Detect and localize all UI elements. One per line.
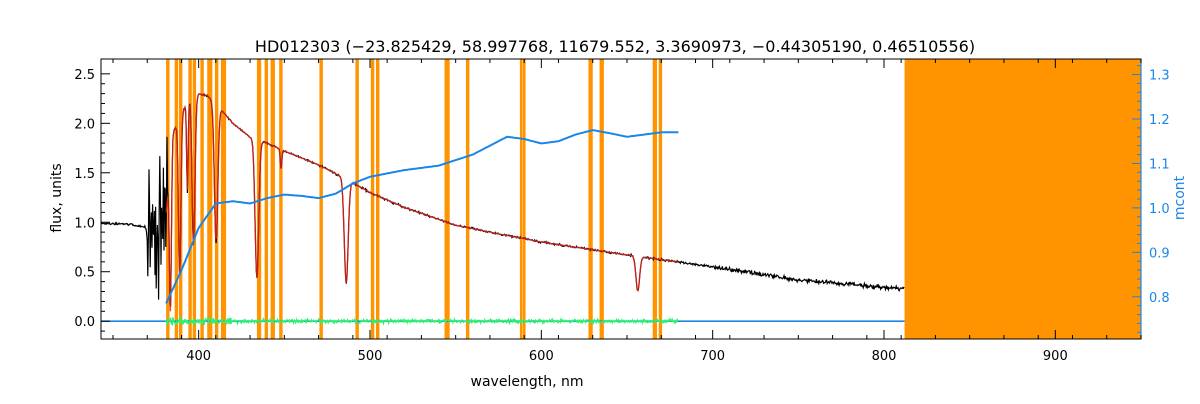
mask-band [220, 59, 225, 339]
mask-band [270, 59, 275, 339]
x-tick-label: 800 [872, 349, 897, 364]
y-tick-label: 1.0 [74, 216, 95, 231]
y2-tick-label: 0.9 [1149, 246, 1170, 261]
mask-band [200, 59, 204, 339]
mcont-line [165, 129, 679, 304]
y-tick-label: 1.5 [74, 167, 95, 182]
mask-band [599, 59, 604, 339]
y-tick-label: 0.5 [74, 266, 95, 281]
mask-band [319, 59, 323, 339]
y2-axis-label: mcont [1172, 175, 1188, 220]
x-tick-label: 500 [358, 349, 383, 364]
x-axis-label: wavelength, nm [471, 374, 584, 390]
mask-band [188, 59, 192, 339]
mask-band [444, 59, 450, 339]
mask-band [174, 59, 179, 339]
y-tick-label: 2.0 [74, 117, 95, 132]
mask-band [370, 59, 375, 339]
axes: 400 500 600 700 800 900 0.0 0.5 1.0 1.5 2.0 2.5 0.8 0… [74, 58, 1170, 364]
y-tick-label: 2.5 [74, 68, 95, 83]
y2-tick-label: 1.2 [1149, 113, 1170, 128]
mask-band [355, 59, 359, 339]
mask-band [522, 59, 526, 339]
y2-tick-label: 1.1 [1149, 157, 1170, 172]
y-axis-label: flux, units [49, 163, 65, 232]
mask-band [652, 59, 657, 339]
mask-band [279, 59, 283, 339]
x-tick-label: 900 [1043, 349, 1068, 364]
mask-band [658, 59, 663, 339]
mask-band [519, 59, 523, 339]
mask-bands [166, 59, 1141, 339]
y-tick-label: 0.0 [74, 315, 95, 330]
x-tick-label: 400 [186, 349, 211, 364]
mask-band [375, 59, 380, 339]
x-tick-label: 600 [529, 349, 554, 364]
mask-band [207, 59, 213, 339]
model-spectrum-line [165, 93, 679, 312]
y2-tick-label: 1.3 [1149, 69, 1170, 84]
mask-band [588, 59, 593, 339]
series-group [100, 92, 905, 328]
y2-tick-label: 0.8 [1149, 291, 1170, 306]
mask-region-red [904, 59, 1141, 339]
residual-line [165, 316, 679, 328]
mask-band [223, 59, 227, 339]
y2-tick-label: 1.0 [1149, 202, 1170, 217]
mask-band [214, 59, 219, 339]
mask-band [465, 59, 470, 339]
x-tick-label: 700 [700, 349, 725, 364]
chart-title: HD012303 (−23.825429, 58.997768, 11679.5… [255, 37, 975, 56]
